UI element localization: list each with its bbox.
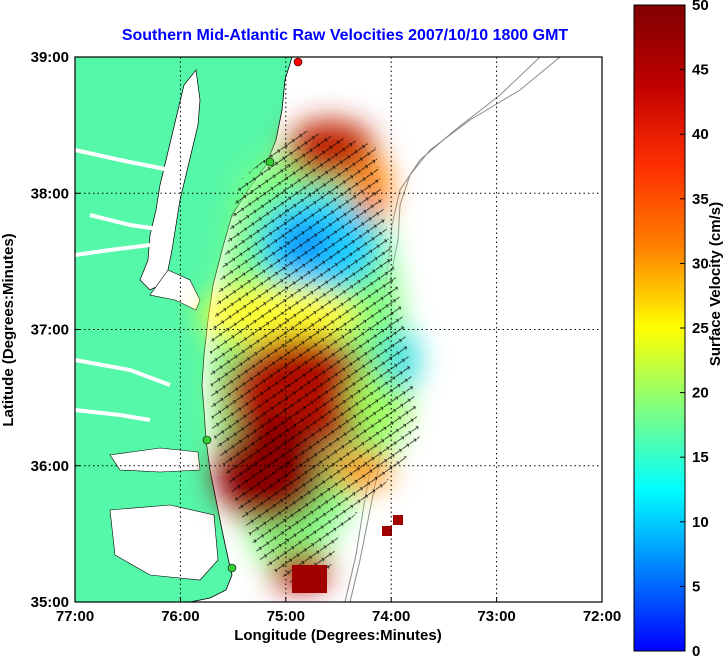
colorbar-tick-label: 50 xyxy=(692,0,709,14)
radar-station-marker xyxy=(202,435,212,445)
pamlico-sound xyxy=(109,504,219,581)
x-tick-label: 77:00 xyxy=(56,608,94,625)
colorbar-tick-label: 10 xyxy=(692,514,709,531)
colorbar-tick-label: 40 xyxy=(692,126,709,143)
x-axis: 77:00 76:00 75:00 74:00 73:00 72:00 xyxy=(56,597,621,625)
colorbar xyxy=(633,4,686,652)
y-tick-label: 39:00 xyxy=(31,49,69,66)
x-tick-label: 76:00 xyxy=(161,608,199,625)
radar-station-marker xyxy=(265,157,275,167)
y-axis-label: Latitude (Degrees:Minutes) xyxy=(0,233,17,426)
x-tick-label: 74:00 xyxy=(372,608,410,625)
colorbar-tick-label: 25 xyxy=(692,320,709,337)
rivers xyxy=(75,148,171,422)
x-axis-label: Longitude (Degrees:Minutes) xyxy=(234,627,442,644)
grid xyxy=(75,57,602,602)
velocity-vectors xyxy=(210,130,420,590)
x-tick-label: 75:00 xyxy=(267,608,305,625)
albemarle-sound xyxy=(109,447,201,473)
colorbar-tick-label: 15 xyxy=(692,449,709,466)
y-tick-label: 36:00 xyxy=(31,458,69,475)
radar-station-marker xyxy=(293,57,303,67)
y-tick-label: 37:00 xyxy=(31,322,69,339)
velocity-patch xyxy=(382,526,392,536)
colorbar-tick-label: 35 xyxy=(692,191,709,208)
colorbar-label: Surface Velocity (cm/s) xyxy=(707,202,724,366)
radar-station-marker xyxy=(227,563,237,573)
colorbar-tick-label: 45 xyxy=(692,62,709,79)
velocity-patch xyxy=(292,565,327,593)
y-tick-label: 38:00 xyxy=(31,185,69,202)
chart-title: Southern Mid-Atlantic Raw Velocities 200… xyxy=(122,27,569,44)
colorbar-tick-label: 5 xyxy=(692,578,700,595)
velocity-patch xyxy=(393,515,403,525)
x-tick-label: 72:00 xyxy=(583,608,621,625)
bay-inlet xyxy=(149,269,201,311)
y-tick-label: 35:00 xyxy=(31,594,69,611)
colorbar-tick-label: 30 xyxy=(692,255,709,272)
colorbar-tick-label: 20 xyxy=(692,385,709,402)
chesapeake-bay xyxy=(139,69,201,291)
colorbar-tick-label: 0 xyxy=(692,643,700,659)
x-tick-label: 73:00 xyxy=(477,608,515,625)
y-axis: 39:00 38:00 37:00 36:00 35:00 xyxy=(31,49,80,611)
